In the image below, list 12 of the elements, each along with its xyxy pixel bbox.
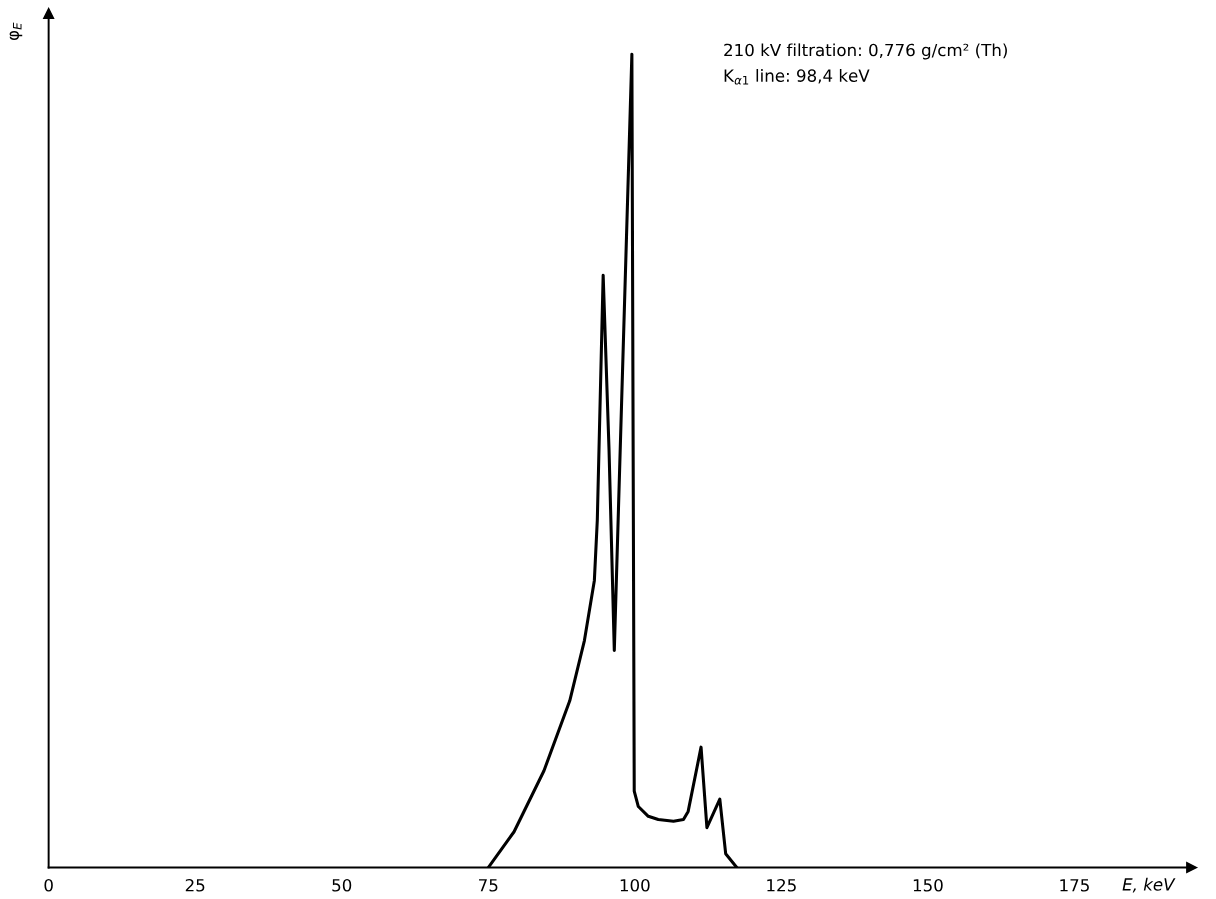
- annotation: K$_{α1}$ line: 98,4 keV: [724, 69, 870, 85]
- x-tick-label: 50: [332, 878, 352, 892]
- y-axis-title: φ$_{E}$: [9, 22, 23, 41]
- x-tick-label: 25: [185, 878, 205, 892]
- x-tick-label: 75: [479, 879, 498, 892]
- x-axis-title: E, keV: [1122, 877, 1176, 893]
- annotation: 210 kV filtration: 0,776 g/cm² (Th): [724, 43, 1007, 60]
- x-tick-label: 150: [913, 878, 943, 892]
- x-tick-label: 125: [767, 878, 796, 892]
- x-tick-label: 100: [620, 878, 650, 892]
- x-tick-label: 0: [44, 878, 53, 892]
- x-tick-label: 175: [1060, 879, 1089, 892]
